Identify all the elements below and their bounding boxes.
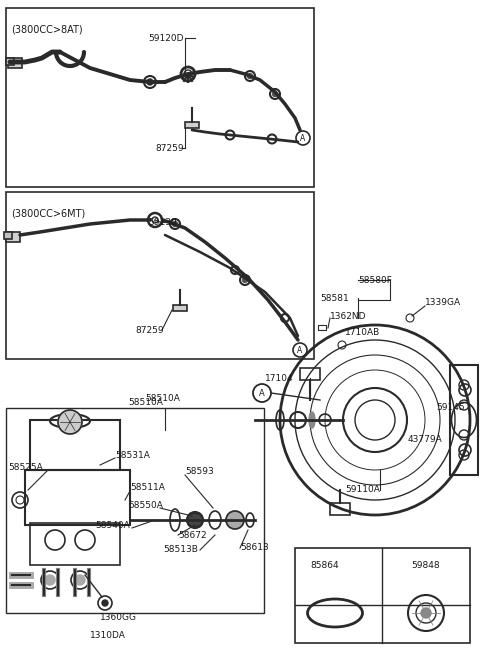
- Text: 58540A: 58540A: [95, 520, 130, 530]
- Circle shape: [58, 410, 82, 434]
- Ellipse shape: [309, 412, 315, 428]
- Circle shape: [248, 74, 252, 78]
- Circle shape: [421, 608, 431, 618]
- Bar: [6, 8, 314, 187]
- Text: 87259: 87259: [135, 326, 164, 335]
- Circle shape: [226, 511, 244, 529]
- Bar: [30, 523, 120, 565]
- Bar: [173, 305, 187, 311]
- Text: A: A: [298, 345, 302, 355]
- Text: 1710AB: 1710AB: [345, 328, 380, 337]
- Bar: [6, 408, 264, 613]
- Text: 58672: 58672: [178, 530, 206, 540]
- Circle shape: [102, 600, 108, 606]
- Text: 58513B: 58513B: [163, 546, 198, 554]
- Bar: [8, 58, 22, 68]
- Ellipse shape: [316, 605, 354, 621]
- Text: 58510A: 58510A: [128, 398, 163, 406]
- Bar: [6, 58, 14, 65]
- Text: A: A: [259, 389, 265, 398]
- Text: 58580F: 58580F: [358, 276, 392, 284]
- Bar: [330, 503, 350, 515]
- Text: 58511A: 58511A: [130, 483, 165, 493]
- Circle shape: [273, 91, 277, 97]
- Text: 17104: 17104: [265, 373, 294, 383]
- Text: 87259: 87259: [155, 143, 184, 152]
- Circle shape: [242, 278, 248, 282]
- Text: 58550A: 58550A: [128, 501, 163, 509]
- Bar: [450, 365, 478, 475]
- Circle shape: [45, 575, 55, 585]
- Bar: [300, 368, 320, 380]
- Bar: [6, 232, 20, 242]
- Text: 58525A: 58525A: [8, 463, 43, 473]
- Circle shape: [75, 575, 85, 585]
- Ellipse shape: [187, 513, 203, 527]
- Text: (3800CC>8AT): (3800CC>8AT): [11, 24, 83, 34]
- Text: 59120D: 59120D: [148, 34, 183, 42]
- Bar: [295, 548, 470, 643]
- Text: 58510A: 58510A: [145, 394, 180, 402]
- Text: 59130: 59130: [148, 217, 177, 227]
- Text: 58531A: 58531A: [115, 450, 150, 459]
- Text: 58613: 58613: [240, 544, 269, 552]
- Text: 1360GG: 1360GG: [100, 613, 137, 623]
- Text: 59848: 59848: [412, 562, 440, 570]
- Text: 1339GA: 1339GA: [425, 298, 461, 306]
- Text: 58581: 58581: [320, 294, 349, 302]
- Text: A: A: [300, 133, 306, 143]
- Bar: [30, 420, 120, 470]
- Bar: [25, 470, 130, 525]
- Text: 85864: 85864: [311, 562, 339, 570]
- Bar: [6, 192, 314, 359]
- Text: 1310DA: 1310DA: [90, 631, 126, 640]
- Circle shape: [147, 79, 153, 85]
- Text: 43779A: 43779A: [408, 436, 443, 444]
- Text: 59110A: 59110A: [345, 485, 380, 495]
- Text: (3800CC>6MT): (3800CC>6MT): [11, 208, 85, 218]
- Bar: [4, 232, 12, 239]
- Bar: [318, 325, 326, 330]
- Text: 59145: 59145: [436, 404, 465, 412]
- Text: 58593: 58593: [185, 467, 214, 477]
- Text: 1362ND: 1362ND: [330, 312, 367, 320]
- Bar: [185, 122, 199, 128]
- Circle shape: [172, 221, 178, 227]
